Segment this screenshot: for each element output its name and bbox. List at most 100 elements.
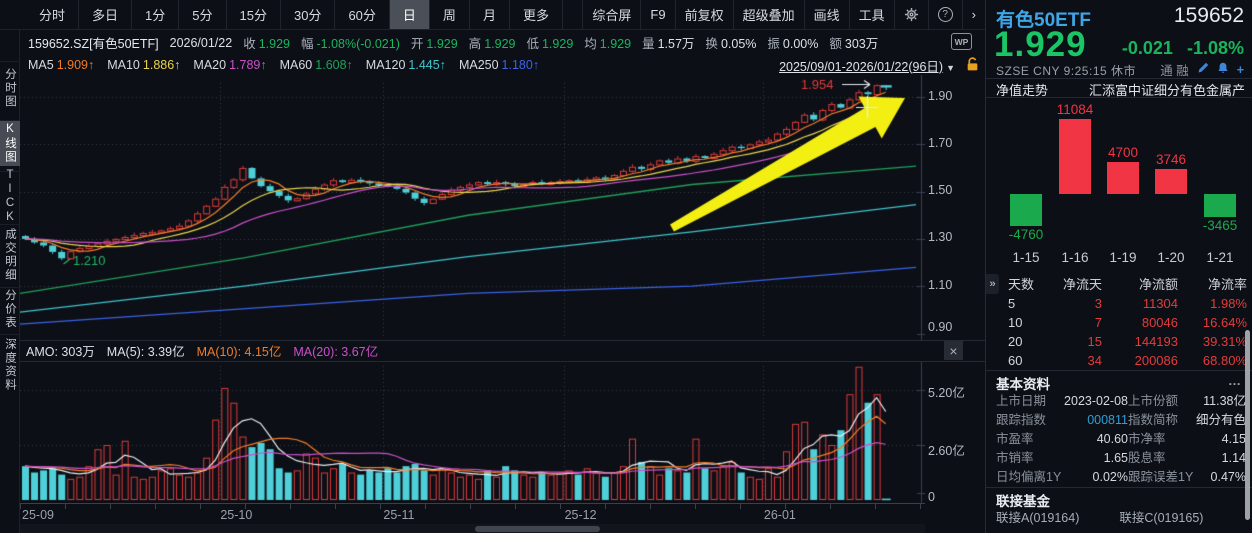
- toolbar-button-工具[interactable]: 工具: [848, 0, 894, 29]
- basic-value-跟踪误差1Y: 0.47%: [1210, 470, 1246, 484]
- time-label-25-11: 25-11: [383, 508, 415, 522]
- stock-code: 159652: [1173, 4, 1244, 27]
- divider: [986, 370, 1252, 371]
- linked-fund-link[interactable]: 联接C(019165): [1119, 511, 1204, 525]
- period-tab-15分[interactable]: 15分: [227, 0, 281, 29]
- fund-name-link[interactable]: 汇添富中证细分有色金属产: [1089, 83, 1246, 98]
- linked-fund-link[interactable]: 联接A(019164): [996, 511, 1080, 525]
- basic-label-市净率: 市净率: [1128, 432, 1166, 446]
- kline-chart-canvas[interactable]: [20, 75, 925, 340]
- ma-value-MA60: MA60 1.608↑: [279, 58, 353, 72]
- flow-bar-1-20: [1155, 168, 1187, 194]
- period-tab-日[interactable]: 日: [389, 0, 430, 29]
- basic-label-市盈率: 市盈率: [996, 432, 1034, 446]
- basic-value-市销率: 1.65: [1103, 451, 1128, 465]
- linked-funds-row: 联接A(019164) 联接C(019165): [996, 507, 1246, 526]
- period-toolbar: 分时 多日 1分 5分 15分 30分 60分日周月更多 综合屏 F9 前复权 超级叠加 画线 工具?…: [0, 0, 985, 30]
- period-tab-30分[interactable]: 30分: [281, 0, 336, 29]
- flow-col-天数: 天数: [1008, 277, 1035, 292]
- sidebar-item-分时图[interactable]: 分时图: [0, 61, 20, 115]
- ma-value-MA10: MA10 1.886↑: [107, 58, 181, 72]
- sidebar-item-K线图[interactable]: K线图: [0, 120, 20, 166]
- basic-value-股息率: 1.14: [1221, 451, 1246, 465]
- pane-divider-2: [20, 361, 985, 362]
- quote-field-幅: 幅 -1.08%(-0.021): [300, 37, 400, 51]
- toolbar-button-画线[interactable]: 画线: [803, 0, 849, 29]
- flow-value-1-21: -3465: [1202, 218, 1238, 234]
- volume-tick-2.60亿: 2.60亿: [928, 444, 965, 458]
- settings-gear-icon[interactable]: [893, 0, 928, 29]
- flow-bar-1-21: [1204, 194, 1236, 218]
- flow-cell: 7: [1094, 315, 1102, 330]
- sidebar-item-深度资料[interactable]: 深度资料: [0, 334, 20, 394]
- nav-trend-tab[interactable]: 净值走势: [996, 83, 1049, 98]
- add-watchlist-icon[interactable]: +: [1236, 62, 1244, 77]
- ma-value-MA120: MA120 1.445↑: [365, 58, 446, 72]
- unlock-icon[interactable]: [966, 57, 979, 75]
- money-flow-chart: -4760 1-15 11084 1-16 4700 1-19 3746 1-20 -3465 1…: [986, 100, 1252, 270]
- flow-date-1-16: 1-16: [1061, 250, 1089, 265]
- vertical-scrollbar-thumb[interactable]: [1245, 330, 1250, 520]
- expand-toolbar-icon[interactable]: ›: [961, 0, 985, 29]
- help-icon[interactable]: ?: [927, 0, 962, 29]
- change-value: -0.021: [1121, 38, 1173, 58]
- period-tab-5分[interactable]: 5分: [179, 0, 227, 29]
- sidebar-item-TICK[interactable]: TICK: [0, 169, 20, 225]
- flow-date-1-19: 1-19: [1109, 250, 1137, 265]
- quote-field-低: 低 1.929: [526, 37, 574, 51]
- money-flow-table: 天数 净流天 净流额 净流率 5 3 11304 1.98% 10 7 80046 16.64% 20 1…: [992, 275, 1247, 370]
- edit-icon[interactable]: [1197, 62, 1209, 77]
- basic-value-指数简称: 细分有色: [1195, 413, 1246, 427]
- close-pane-icon[interactable]: ×: [944, 341, 963, 360]
- toolbar-button-前复权[interactable]: 前复权: [674, 0, 733, 29]
- linked-funds-title: 联接基金: [996, 494, 1050, 509]
- basic-value-市净率: 4.15: [1221, 432, 1246, 446]
- volume-chart-canvas[interactable]: [20, 362, 925, 503]
- period-tab-更多[interactable]: 更多: [510, 0, 563, 29]
- flow-value-1-20: 3746: [1155, 151, 1187, 167]
- period-tab-多日[interactable]: 多日: [79, 0, 133, 29]
- vol-ma10-label: MA(10): 4.15亿: [196, 345, 282, 359]
- symbol-label: 159652.SZ[有色50ETF]: [28, 37, 159, 51]
- flow-bar-1-16: [1059, 119, 1091, 194]
- period-tab-1分[interactable]: 1分: [132, 0, 180, 29]
- volume-indicator-bar: AMO: 303万 MA(5): 3.39亿 MA(10): 4.15亿 MA(…: [20, 340, 985, 361]
- price-tick-0.90: 0.90: [928, 320, 953, 334]
- period-tab-分时[interactable]: 分时: [26, 0, 80, 29]
- sidebar-item-成交明细[interactable]: 成交明细: [0, 224, 20, 284]
- hscroll-thumb[interactable]: [475, 525, 600, 532]
- toolbar-button-综合屏[interactable]: 综合屏: [582, 0, 640, 29]
- basic-value-跟踪指数: 000811: [1087, 413, 1128, 427]
- flow-bar-1-19: [1107, 162, 1139, 194]
- time-label-25-09: 25-09: [22, 508, 54, 522]
- ma-value-MA5: MA5 1.909↑: [28, 58, 95, 72]
- flow-date-1-21: 1-21: [1206, 250, 1234, 265]
- sidebar-item-分价表[interactable]: 分价表: [0, 287, 20, 331]
- period-tab-60分[interactable]: 60分: [335, 0, 390, 29]
- collapse-panel-icon[interactable]: »: [986, 274, 999, 294]
- flow-col-净流额: 净流额: [1138, 277, 1178, 292]
- flow-cell: 1.98%: [1210, 296, 1247, 311]
- toolbar-button-F9[interactable]: F9: [640, 0, 674, 29]
- period-tab-周[interactable]: 周: [430, 0, 470, 29]
- price-change: -0.021 -1.08%: [1122, 38, 1244, 59]
- horizontal-scrollbar[interactable]: [20, 524, 925, 533]
- basic-label-跟踪误差1Y: 跟踪误差1Y: [1128, 470, 1194, 484]
- basics-title: 基本资料: [996, 377, 1050, 392]
- wp-badge-icon[interactable]: WP: [951, 33, 972, 50]
- vol-ma20-label: MA(20): 3.67亿: [293, 345, 379, 359]
- basic-value-上市份额: 11.38亿: [1203, 394, 1246, 408]
- toolbar-button-超级叠加[interactable]: 超级叠加: [732, 0, 804, 29]
- alert-bell-icon[interactable]: [1217, 62, 1229, 77]
- date-range-selector[interactable]: 2025/09/01-2026/01/22(96日) ▼: [779, 59, 955, 74]
- period-tab-月[interactable]: 月: [470, 0, 510, 29]
- more-options-icon[interactable]: …: [1228, 373, 1242, 388]
- price-tick-1.30: 1.30: [928, 230, 953, 244]
- quote-field-开: 开 1.929: [410, 37, 458, 51]
- quote-field-额: 额 303万: [829, 37, 879, 51]
- basic-value-日均偏离1Y: 0.02%: [1092, 470, 1128, 484]
- quote-panel: 有色50ETF 159652 1.929 -0.021 -1.08% SZSE …: [985, 0, 1252, 533]
- basic-label-指数简称: 指数简称: [1128, 413, 1179, 427]
- ma-value-MA250: MA250 1.180↑: [458, 58, 540, 72]
